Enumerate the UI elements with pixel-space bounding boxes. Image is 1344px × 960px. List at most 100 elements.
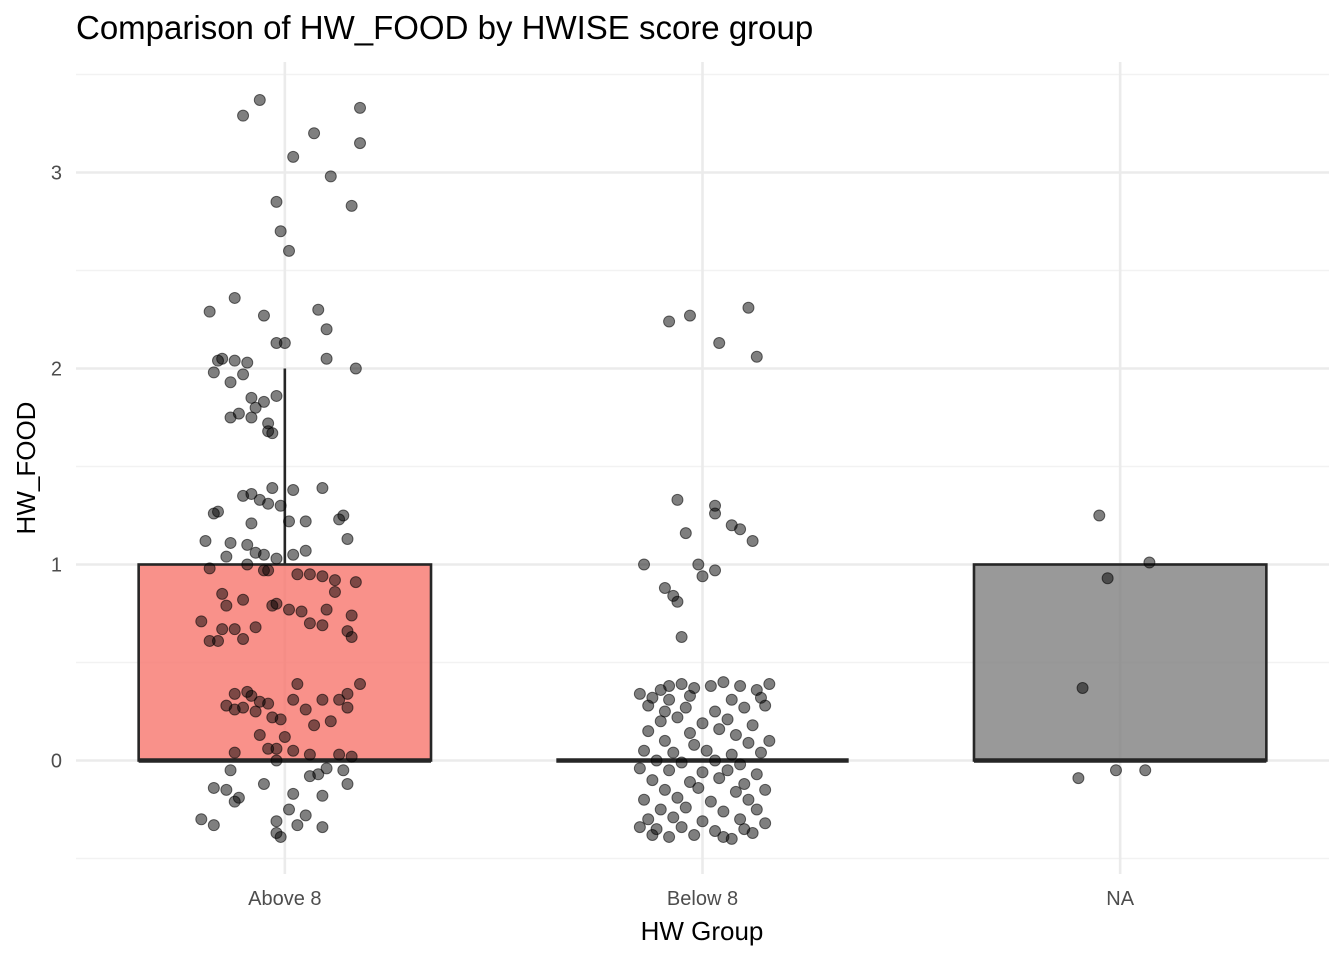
data-point — [337, 764, 350, 777]
data-point — [270, 815, 283, 828]
data-point — [654, 803, 667, 816]
data-point — [270, 754, 283, 767]
data-point — [642, 699, 655, 712]
data-point — [320, 603, 333, 616]
data-point — [237, 593, 250, 606]
data-point — [746, 534, 759, 547]
data-point — [349, 362, 362, 375]
data-point — [320, 762, 333, 775]
data-point — [316, 619, 329, 632]
data-point — [266, 482, 279, 495]
data-point — [709, 564, 722, 577]
data-point — [713, 723, 726, 736]
data-point — [257, 548, 270, 561]
data-point — [212, 634, 225, 647]
y-tick-label: 3 — [51, 163, 62, 185]
data-point — [746, 827, 759, 840]
data-point — [1109, 764, 1122, 777]
y-tick-label: 2 — [51, 359, 62, 381]
data-point — [341, 701, 354, 714]
data-point — [345, 609, 358, 622]
data-point — [274, 499, 287, 512]
x-tick-label: Above 8 — [248, 888, 321, 910]
data-point — [729, 785, 742, 798]
data-point — [1076, 681, 1089, 694]
data-point — [216, 623, 229, 636]
data-point — [257, 309, 270, 322]
x-tick-label: Below 8 — [667, 888, 738, 910]
data-point — [742, 301, 755, 314]
data-point — [228, 687, 241, 700]
data-point — [224, 764, 237, 777]
data-point — [683, 776, 696, 789]
data-point — [228, 354, 241, 367]
data-point — [654, 715, 667, 728]
data-point — [224, 411, 237, 424]
data-point — [237, 368, 250, 381]
data-point — [675, 631, 688, 644]
data-point — [663, 830, 676, 843]
data-point — [738, 778, 751, 791]
data-point — [354, 137, 367, 150]
data-point — [328, 574, 341, 587]
data-point — [257, 395, 270, 408]
data-point — [725, 832, 738, 845]
data-point — [283, 515, 296, 528]
data-point — [291, 678, 304, 691]
data-point — [295, 605, 308, 618]
data-point — [746, 719, 759, 732]
data-point — [667, 746, 680, 759]
data-point — [299, 703, 312, 716]
data-point — [642, 725, 655, 738]
data-point — [224, 536, 237, 549]
data-point — [274, 225, 287, 238]
data-point — [734, 680, 747, 693]
data-point — [228, 291, 241, 304]
data-point — [249, 621, 262, 634]
data-point — [688, 738, 701, 751]
data-point — [203, 305, 216, 318]
data-point — [249, 705, 262, 718]
data-point — [241, 356, 254, 369]
data-point — [1139, 764, 1152, 777]
data-point — [287, 150, 300, 163]
data-point — [721, 764, 734, 777]
data-point — [312, 303, 325, 316]
data-point — [278, 730, 291, 743]
data-point — [220, 599, 233, 612]
data-point — [195, 813, 208, 826]
data-point — [253, 729, 266, 742]
data-point — [270, 195, 283, 208]
data-point — [345, 199, 358, 212]
data-point — [709, 507, 722, 520]
data-point — [709, 705, 722, 718]
data-point — [717, 676, 730, 689]
data-point — [667, 811, 680, 824]
data-point — [742, 736, 755, 749]
data-point — [750, 350, 763, 363]
data-point — [759, 817, 772, 830]
data-point — [1143, 556, 1156, 569]
data-point — [270, 552, 283, 565]
data-point — [658, 582, 671, 595]
data-point — [303, 617, 316, 630]
data-point — [299, 544, 312, 557]
data-point — [207, 366, 220, 379]
data-point — [734, 758, 747, 771]
data-point — [316, 821, 329, 834]
data-point — [237, 109, 250, 122]
data-point — [287, 693, 300, 706]
data-point — [228, 795, 241, 808]
data-point — [262, 697, 275, 710]
data-point — [278, 337, 291, 350]
data-point — [333, 748, 346, 761]
data-point — [734, 523, 747, 536]
data-point — [709, 754, 722, 767]
data-point — [287, 787, 300, 800]
data-point — [729, 729, 742, 742]
data-point — [646, 828, 659, 841]
data-point — [303, 568, 316, 581]
data-point — [1101, 572, 1114, 585]
y-tick-label: 0 — [51, 751, 62, 773]
data-point — [725, 693, 738, 706]
